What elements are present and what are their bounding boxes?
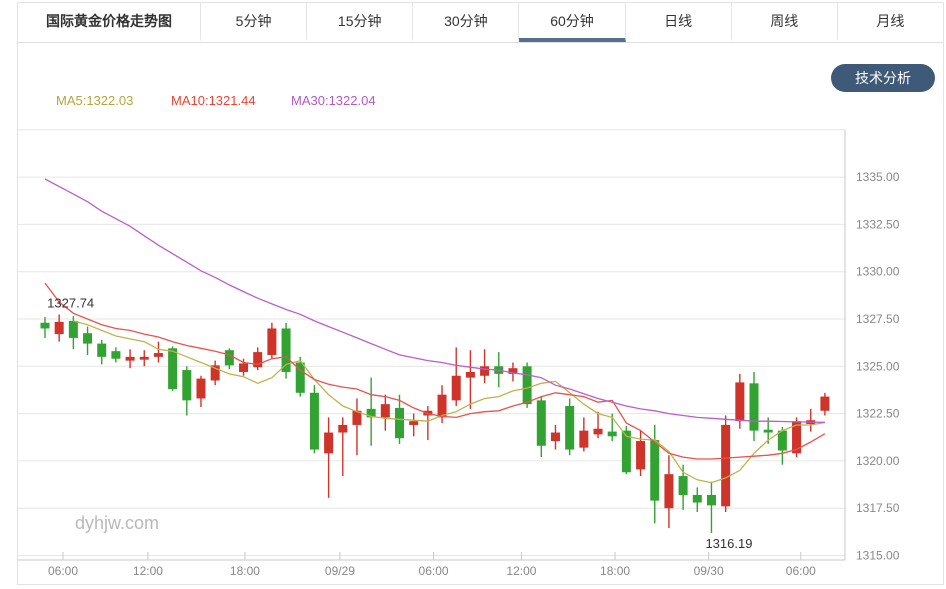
tab-chart-title: 国际黄金价格走势图 — [18, 3, 201, 42]
tab-monthly[interactable]: 月线 — [876, 13, 905, 29]
svg-text:12:00: 12:00 — [133, 564, 163, 578]
ma10-legend: MA10:1321.44 — [171, 93, 256, 108]
svg-text:09/30: 09/30 — [694, 564, 724, 578]
svg-text:1330.00: 1330.00 — [856, 265, 900, 279]
chart-area: 1335.00 1332.50 1330.00 1327.50 1325.00 1322.… — [18, 113, 943, 584]
svg-text:1327.50: 1327.50 — [856, 312, 900, 326]
tab-daily[interactable]: 日线 — [626, 3, 732, 42]
technical-analysis-button[interactable]: 技术分析 — [831, 64, 935, 92]
tab-weekly[interactable]: 周线 — [732, 3, 838, 42]
svg-text:1320.00: 1320.00 — [856, 454, 900, 468]
ma30-legend: MA30:1322.04 — [291, 93, 376, 108]
svg-text:1316.19: 1316.19 — [705, 536, 752, 551]
svg-text:1325.00: 1325.00 — [856, 359, 900, 373]
ma5-legend: MA5:1322.03 — [56, 93, 134, 108]
svg-text:1332.50: 1332.50 — [856, 217, 900, 231]
svg-text:06:00: 06:00 — [419, 564, 449, 578]
timeframe-tabbar: 国际黄金价格走势图 5分钟 15分钟 30分钟 60分钟 日线 周线 月线 — [18, 3, 943, 43]
tab-30min[interactable]: 30分钟 — [413, 3, 520, 42]
watermark: dyhjw.com — [75, 513, 160, 533]
svg-text:12:00: 12:00 — [506, 564, 536, 578]
svg-text:18:00: 18:00 — [230, 564, 260, 578]
tab-5min[interactable]: 5分钟 — [201, 3, 308, 42]
svg-text:1335.00: 1335.00 — [856, 170, 900, 184]
svg-text:06:00: 06:00 — [786, 564, 816, 578]
candlestick-chart: 1335.00 1332.50 1330.00 1327.50 1325.00 1322.… — [18, 129, 900, 578]
svg-text:1327.74: 1327.74 — [47, 295, 94, 310]
gold-price-chart-widget: 国际黄金价格走势图 5分钟 15分钟 30分钟 60分钟 日线 周线 月线 MA… — [17, 2, 944, 585]
svg-text:1322.50: 1322.50 — [856, 407, 900, 421]
svg-text:1315.00: 1315.00 — [856, 549, 900, 563]
tab-15min[interactable]: 15分钟 — [307, 3, 414, 42]
svg-text:06:00: 06:00 — [48, 564, 78, 578]
svg-text:1317.50: 1317.50 — [856, 501, 900, 515]
chart-subheader: MA5:1322.03 MA10:1321.44 MA30:1322.04 技术… — [18, 43, 943, 113]
svg-text:09/29: 09/29 — [325, 564, 355, 578]
svg-text:18:00: 18:00 — [600, 564, 630, 578]
tab-60min[interactable]: 60分钟 — [519, 3, 626, 42]
